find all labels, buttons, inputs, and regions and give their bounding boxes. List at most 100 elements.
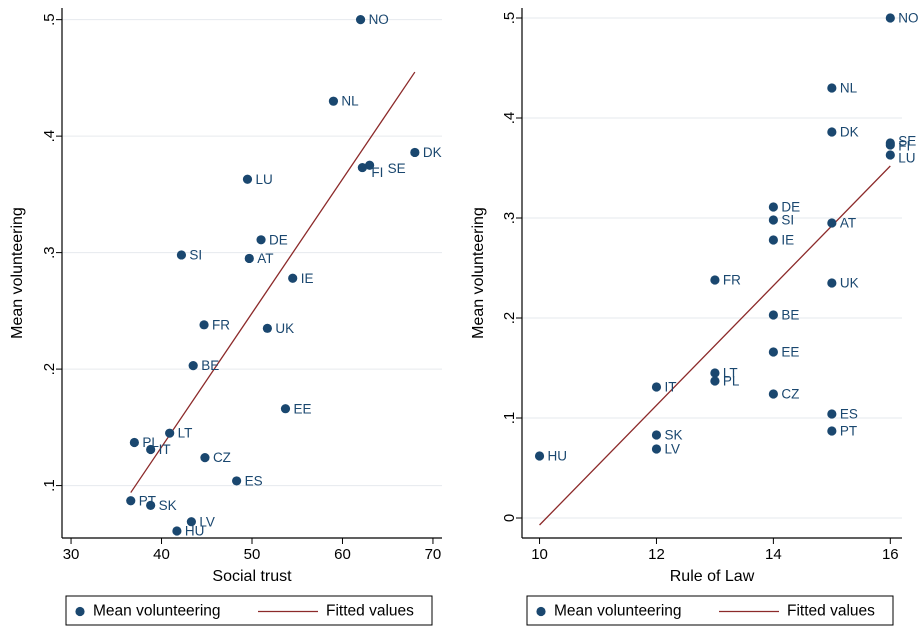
legend-marker [75,606,85,617]
point-label: AT [840,216,856,231]
data-point [768,235,778,245]
legend-box [526,595,894,626]
data-point [129,437,139,448]
x-axis-title: Rule of Law [670,568,755,585]
data-point [651,382,662,392]
data-point [280,404,291,414]
point-label: CZ [781,387,799,402]
data-point [768,202,778,212]
y-axis-title: Mean volunteering [470,207,487,339]
point-label: ES [840,407,858,422]
point-label: PL [142,435,159,450]
x-tick-label: 14 [765,546,782,563]
point-label: LU [255,172,272,187]
data-point [651,430,662,440]
point-label: SE [898,134,916,149]
point-label: NO [369,12,389,27]
y-tick-label: .1 [41,479,58,492]
point-label: ES [245,473,263,488]
y-tick-label: 0 [501,514,518,522]
point-label: LT [723,366,738,381]
y-tick-label: .5 [501,12,518,25]
data-point [186,517,196,527]
data-point [146,444,156,455]
point-label: IT [664,380,676,395]
data-point [355,15,366,25]
data-point [242,174,253,184]
y-tick-label: .3 [501,212,518,225]
data-point [885,140,895,150]
point-label: FR [212,317,230,332]
point-label: EE [293,401,311,416]
data-point [288,273,298,283]
data-point [328,96,339,106]
point-label: IE [781,233,794,248]
data-point [710,376,720,386]
legend-label: Mean volunteering [93,603,221,620]
data-point [410,147,420,158]
y-tick-label: .2 [41,363,58,376]
data-point [126,496,136,506]
data-point [827,83,837,93]
data-point [768,347,778,357]
point-label: FI [371,165,383,180]
point-label: PT [840,424,857,439]
legend-box [65,595,433,626]
y-tick-label: .4 [41,130,58,143]
y-tick-label: .2 [501,312,518,325]
point-label: IE [301,271,314,286]
data-point [172,526,182,536]
y-tick-label: .4 [501,112,518,125]
point-label: AT [257,251,273,266]
data-point [827,218,837,228]
plot-area [62,8,442,538]
point-label: SI [781,213,794,228]
data-point [768,215,778,225]
data-point [200,453,210,463]
point-label: SK [664,428,682,443]
data-point [710,368,720,378]
point-label: LT [178,426,193,441]
data-point [357,162,367,173]
point-label: PL [723,374,740,389]
data-point [232,476,242,486]
point-label: NO [898,11,918,26]
point-label: LV [199,514,215,529]
data-point [534,451,545,461]
data-point [176,250,187,260]
data-point [710,275,720,285]
y-tick-label: .1 [501,412,518,425]
point-label: CZ [213,450,231,465]
data-point [199,320,209,330]
point-label: HU [185,524,205,539]
point-label: LU [898,151,915,166]
legend-label: Fitted values [326,603,414,620]
point-label: UK [275,321,294,336]
y-tick-label: .3 [41,246,58,259]
point-label: BE [781,308,799,323]
x-tick-label: 50 [244,546,261,563]
point-label: NL [840,81,858,96]
point-label: HU [548,449,568,464]
point-label: DK [840,125,859,140]
point-label: BE [201,358,219,373]
data-point [885,13,895,23]
x-tick-label: 30 [63,546,80,563]
data-point [244,253,254,264]
point-label: EE [781,345,799,360]
data-point [262,323,272,333]
point-label: SK [159,498,177,513]
data-point [146,500,156,510]
data-point [827,426,837,436]
point-label: LV [664,442,680,457]
fitted-line [130,71,416,493]
point-label: DE [269,232,288,247]
x-tick-label: 16 [882,546,899,563]
point-label: NL [341,94,359,109]
plot-area [522,8,902,538]
point-label: DE [781,200,800,215]
y-tick-label: .5 [41,13,58,26]
x-tick-label: 40 [153,546,170,563]
legend: Mean volunteering Fitted values [65,595,433,626]
